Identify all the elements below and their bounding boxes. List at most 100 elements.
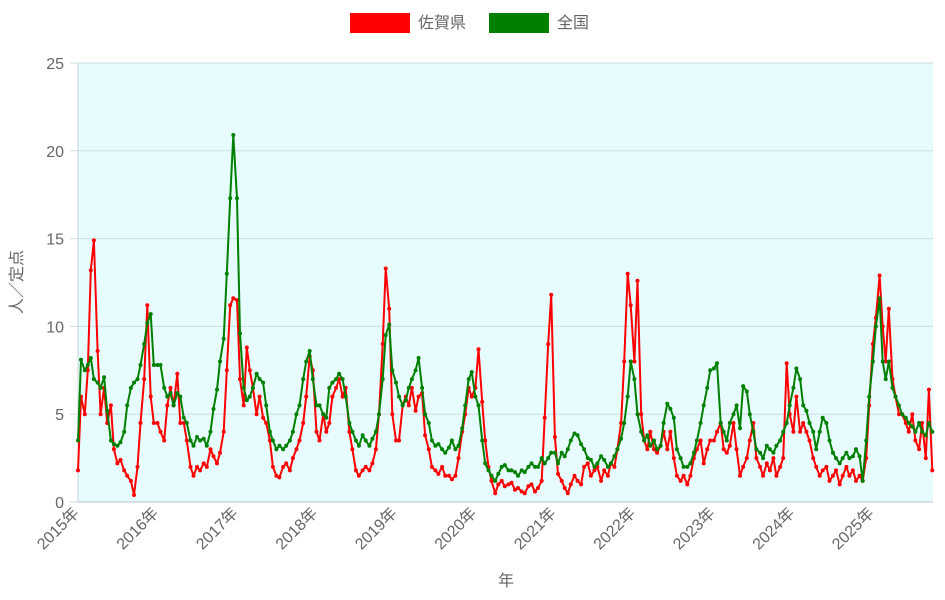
data-point[interactable] [701,461,706,466]
data-point[interactable] [360,468,365,473]
data-point[interactable] [565,447,570,452]
data-point[interactable] [608,461,613,466]
data-point[interactable] [562,454,567,459]
data-point[interactable] [463,403,468,408]
data-point[interactable] [304,359,309,364]
data-point[interactable] [854,478,858,483]
data-point[interactable] [652,447,656,452]
data-point[interactable] [731,412,736,417]
data-point[interactable] [582,464,587,469]
data-point[interactable] [681,464,686,469]
data-point[interactable] [582,447,587,452]
data-point[interactable] [738,473,742,478]
data-point[interactable] [363,438,368,443]
data-point[interactable] [830,450,835,455]
data-point[interactable] [920,429,925,434]
data-point[interactable] [195,435,199,439]
data-point[interactable] [499,478,504,483]
data-point[interactable] [585,456,590,461]
data-point[interactable] [118,457,123,462]
data-point[interactable] [135,464,140,469]
data-point[interactable] [261,380,266,385]
data-point[interactable] [824,421,829,425]
data-point[interactable] [747,438,752,443]
data-point[interactable] [781,456,786,461]
data-point[interactable] [483,461,488,466]
data-point[interactable] [552,450,557,455]
data-point[interactable] [778,464,783,469]
data-point[interactable] [241,385,246,390]
data-point[interactable] [238,377,242,382]
data-point[interactable] [310,377,315,382]
data-point[interactable] [847,473,852,478]
data-point[interactable] [854,447,858,452]
data-point[interactable] [105,408,110,413]
data-point[interactable] [791,385,796,390]
data-point[interactable] [585,461,590,466]
data-point[interactable] [122,468,127,473]
data-point[interactable] [900,412,905,417]
data-point[interactable] [830,473,835,478]
data-point[interactable] [844,464,849,469]
data-point[interactable] [708,438,713,443]
data-point[interactable] [546,456,551,461]
data-point[interactable] [572,431,577,436]
data-point[interactable] [155,421,160,425]
data-point[interactable] [416,394,421,399]
legend-item-saga[interactable]: 佐賀県 [350,13,466,33]
data-point[interactable] [903,415,908,420]
data-point[interactable] [148,312,153,317]
data-point[interactable] [886,359,891,364]
data-point[interactable] [82,412,87,417]
data-point[interactable] [592,464,597,469]
data-point[interactable] [837,482,842,487]
data-point[interactable] [244,345,249,350]
data-point[interactable] [128,478,133,483]
data-point[interactable] [711,366,716,371]
data-point[interactable] [446,473,451,478]
data-point[interactable] [632,377,637,382]
data-point[interactable] [377,412,381,417]
data-point[interactable] [387,306,392,311]
data-point[interactable] [102,375,107,380]
data-point[interactable] [413,368,418,373]
data-point[interactable] [257,377,262,382]
data-point[interactable] [886,306,891,311]
data-point[interactable] [228,303,233,308]
data-point[interactable] [98,385,103,390]
data-point[interactable] [897,412,901,417]
data-point[interactable] [542,415,547,420]
data-point[interactable] [721,447,726,452]
data-point[interactable] [486,468,491,473]
data-point[interactable] [238,331,242,336]
data-point[interactable] [579,482,584,487]
data-point[interactable] [824,464,829,469]
data-point[interactable] [708,368,713,373]
data-point[interactable] [287,438,292,443]
data-point[interactable] [513,487,517,492]
data-point[interactable] [844,450,849,455]
data-point[interactable] [764,461,769,466]
data-point[interactable] [420,385,425,390]
data-point[interactable] [413,408,418,413]
data-point[interactable] [367,468,372,473]
data-point[interactable] [211,454,216,459]
data-point[interactable] [390,412,395,417]
data-point[interactable] [367,443,372,448]
data-point[interactable] [910,424,915,429]
data-point[interactable] [834,468,838,473]
data-point[interactable] [480,399,485,404]
data-point[interactable] [774,443,779,448]
data-point[interactable] [277,443,282,448]
data-point[interactable] [460,426,465,431]
data-point[interactable] [502,463,507,468]
data-point[interactable] [327,421,332,425]
data-point[interactable] [390,368,395,373]
data-point[interactable] [575,433,580,438]
data-point[interactable] [893,394,898,399]
data-point[interactable] [108,403,113,408]
data-point[interactable] [489,478,494,483]
data-point[interactable] [671,415,676,420]
data-point[interactable] [632,359,637,364]
data-point[interactable] [827,478,832,483]
